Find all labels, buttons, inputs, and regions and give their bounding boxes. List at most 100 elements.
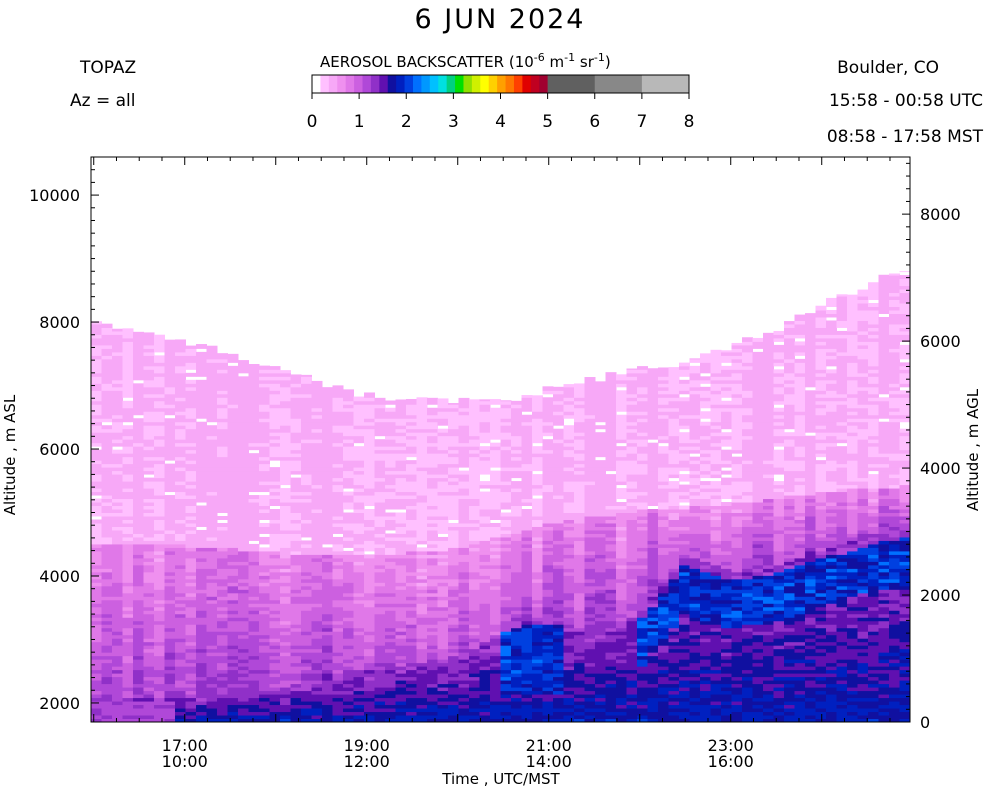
heatmap-cell [133, 397, 144, 402]
heatmap-cell [374, 547, 386, 552]
heatmap-cell [490, 561, 501, 566]
heatmap-cell [584, 585, 596, 590]
heatmap-cell [269, 435, 281, 440]
heatmap-cell [290, 481, 302, 486]
heatmap-cell [458, 648, 470, 653]
heatmap-cell [500, 446, 512, 451]
heatmap-cell [322, 603, 333, 608]
heatmap-cell [469, 505, 480, 510]
heatmap-cell [395, 428, 407, 433]
heatmap-cell [143, 498, 155, 503]
heatmap-cell [112, 547, 123, 552]
heatmap-cell [154, 617, 165, 622]
heatmap-cell [196, 585, 207, 590]
heatmap-cell [595, 488, 606, 493]
heatmap-cell [238, 509, 249, 513]
heatmap-cell [227, 446, 239, 451]
heatmap-cell [563, 627, 575, 632]
heatmap-cell [206, 620, 218, 625]
heatmap-cell [406, 463, 417, 468]
heatmap-cell [490, 715, 501, 720]
heatmap-cell [217, 575, 228, 580]
heatmap-cell [259, 673, 270, 678]
heatmap-cell [385, 502, 396, 507]
heatmap-cell [301, 540, 312, 545]
heatmap-cell [206, 362, 218, 367]
heatmap-cell [584, 596, 596, 601]
heatmap-cell [143, 589, 155, 594]
heatmap-cell [406, 428, 417, 433]
heatmap-cell [500, 561, 512, 566]
heatmap-cell [175, 428, 186, 433]
heatmap-cell [238, 571, 249, 576]
heatmap-cell [542, 446, 554, 451]
heatmap-cell [479, 701, 491, 706]
heatmap-cell [280, 491, 291, 496]
heatmap-cell [416, 638, 428, 643]
heatmap-cell [416, 495, 428, 500]
heatmap-cell [427, 428, 438, 433]
heatmap-cell [248, 414, 260, 419]
heatmap-cell [238, 428, 249, 433]
heatmap-cell [227, 708, 239, 713]
heatmap-cell [332, 400, 344, 405]
heatmap-cell [322, 547, 333, 552]
heatmap-cell [563, 634, 575, 639]
heatmap-cell [112, 390, 123, 395]
heatmap-cell [343, 463, 354, 468]
heatmap-cell [406, 522, 417, 527]
heatmap-cell [143, 477, 155, 482]
heatmap-cell [217, 697, 228, 702]
colorbar-tick-label: 7 [636, 112, 647, 132]
heatmap-cell [91, 617, 102, 622]
heatmap-cell [353, 484, 365, 489]
heatmap-cell [217, 627, 228, 632]
heatmap-cell [238, 704, 249, 709]
heatmap-cell [353, 694, 365, 699]
heatmap-cell [154, 509, 165, 513]
heatmap-cell [91, 533, 102, 538]
heatmap-cell [91, 711, 102, 716]
heatmap-cell [553, 495, 564, 500]
heatmap-cell [217, 694, 228, 699]
heatmap-cell [605, 575, 617, 580]
heatmap-cell [248, 400, 260, 405]
heatmap-cell [227, 554, 239, 559]
heatmap-cell [133, 502, 144, 507]
heatmap-cell [374, 421, 386, 426]
heatmap-cell [185, 575, 197, 580]
heatmap-cell [542, 631, 554, 636]
heatmap-cell [154, 495, 165, 500]
heatmap-cell [479, 666, 491, 671]
heatmap-cell [301, 613, 312, 618]
heatmap-cell [259, 708, 270, 713]
heatmap-cell [290, 397, 302, 402]
heatmap-cell [374, 432, 386, 437]
heatmap-cell [175, 386, 186, 391]
heatmap-cell [469, 491, 480, 496]
heatmap-cell [364, 449, 375, 454]
heatmap-cell [164, 554, 176, 559]
heatmap-cell [395, 435, 407, 440]
heatmap-cell [280, 547, 291, 552]
heatmap-cell [175, 509, 186, 513]
heatmap-cell [490, 568, 501, 573]
heatmap-cell [175, 477, 186, 482]
heatmap-cell [395, 603, 407, 608]
heatmap-cell [542, 620, 554, 625]
heatmap-cell [553, 435, 564, 440]
heatmap-cell [143, 432, 155, 437]
heatmap-cell [458, 568, 470, 573]
heatmap-cell [101, 592, 113, 597]
heatmap-cell [542, 694, 554, 699]
heatmap-cell [395, 502, 407, 507]
heatmap-cell [122, 414, 134, 419]
heatmap-cell [521, 446, 533, 451]
heatmap-cell [605, 498, 617, 503]
heatmap-cell [112, 533, 123, 538]
heatmap-cell [154, 418, 165, 423]
heatmap-cell [532, 421, 543, 426]
heatmap-cell [395, 620, 407, 625]
heatmap-cell [217, 673, 228, 678]
heatmap-cell [122, 491, 134, 496]
